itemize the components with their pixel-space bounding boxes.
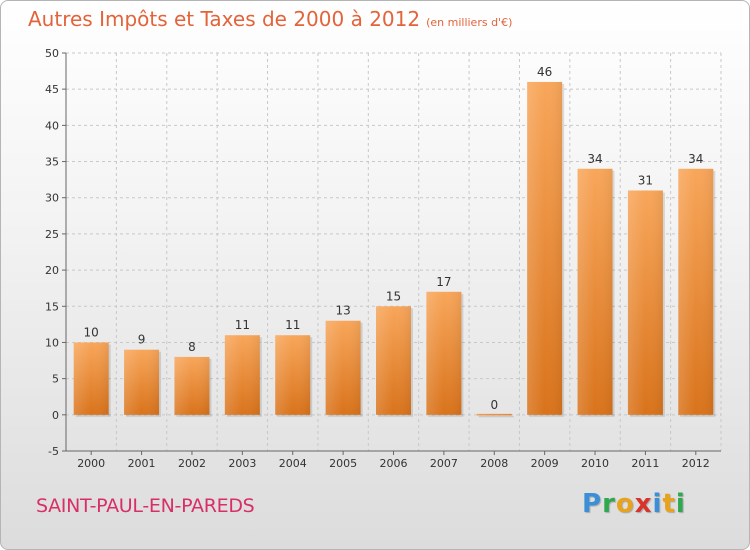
commune-name: SAINT-PAUL-EN-PAREDS	[36, 495, 255, 517]
y-tick-label: 30	[45, 192, 59, 205]
logo-letter: x	[634, 489, 653, 519]
bar-shadow	[478, 415, 514, 418]
x-tick-label: 2004	[279, 457, 307, 470]
x-tick-label: 2010	[581, 457, 609, 470]
bar-highlight	[476, 413, 512, 416]
y-tick-label: 50	[45, 47, 59, 60]
data-label: 10	[84, 325, 99, 339]
logo-letter: r	[602, 489, 616, 519]
y-tick-label: 25	[45, 228, 59, 241]
data-label: 11	[235, 318, 250, 332]
data-label: 15	[386, 289, 401, 303]
y-tick-label: 20	[45, 264, 59, 277]
x-tick-label: 2002	[178, 457, 206, 470]
x-tick-label: 2001	[128, 457, 156, 470]
x-tick-label: 2006	[380, 457, 408, 470]
x-tick-label: 2000	[77, 457, 105, 470]
data-label: 13	[335, 304, 350, 318]
bar-highlight	[627, 190, 663, 415]
bar-highlight	[325, 320, 361, 415]
data-label: 34	[587, 152, 602, 166]
logo-letter: P	[582, 489, 603, 519]
data-label: 17	[436, 275, 451, 289]
logo-letter: i	[675, 489, 686, 519]
axes: -5 0 5 10 15 20 25 30 35 40 45 50 2000 2001 2002 2003 20…	[45, 47, 721, 470]
data-label: 46	[537, 65, 552, 79]
y-tick-label: 10	[45, 336, 59, 349]
y-tick-label: 5	[52, 373, 59, 386]
y-tick-label: -5	[48, 445, 59, 458]
y-tick-label: 35	[45, 156, 59, 169]
bar-highlight	[224, 335, 260, 415]
bar-highlight	[124, 349, 160, 415]
proxiti-logo: Proxiti	[582, 489, 686, 519]
chart-unit: (en milliers d'€)	[426, 16, 513, 29]
logo-letter: t	[662, 489, 676, 519]
bar-highlight	[678, 168, 714, 415]
logo-letter: o	[615, 489, 635, 519]
data-label: 34	[688, 152, 703, 166]
y-tick-label: 0	[52, 409, 59, 422]
data-label: 11	[285, 318, 300, 332]
logo-letter: i	[652, 489, 663, 519]
bar-highlight	[577, 168, 613, 415]
x-tick-label: 2009	[531, 457, 559, 470]
chart-title: Autres Impôts et Taxes de 2000 à 2012 (en…	[28, 7, 512, 31]
bars	[73, 81, 716, 418]
data-labels: 10 9 8 11 11 13 15 17 0 46 34 31 34	[84, 65, 704, 412]
data-label: 31	[638, 173, 653, 187]
y-tick-label: 40	[45, 119, 59, 132]
bar-highlight	[73, 342, 109, 415]
data-label: 8	[188, 340, 196, 354]
y-tick-label: 15	[45, 300, 59, 313]
y-tick-label: 45	[45, 83, 59, 96]
x-tick-label: 2011	[631, 457, 659, 470]
bar-highlight	[426, 291, 462, 415]
x-tick-label: 2007	[430, 457, 458, 470]
x-tick-label: 2012	[682, 457, 710, 470]
chart-title-text: Autres Impôts et Taxes de 2000 à 2012	[28, 7, 421, 31]
bar-highlight	[527, 81, 563, 415]
data-label: 9	[138, 333, 146, 347]
data-label: 0	[490, 398, 498, 412]
x-tick-label: 2003	[228, 457, 256, 470]
bar-highlight	[174, 356, 210, 415]
x-tick-label: 2008	[480, 457, 508, 470]
x-tick-label: 2005	[329, 457, 357, 470]
bar-highlight	[376, 306, 411, 415]
bar-highlight	[275, 335, 311, 415]
